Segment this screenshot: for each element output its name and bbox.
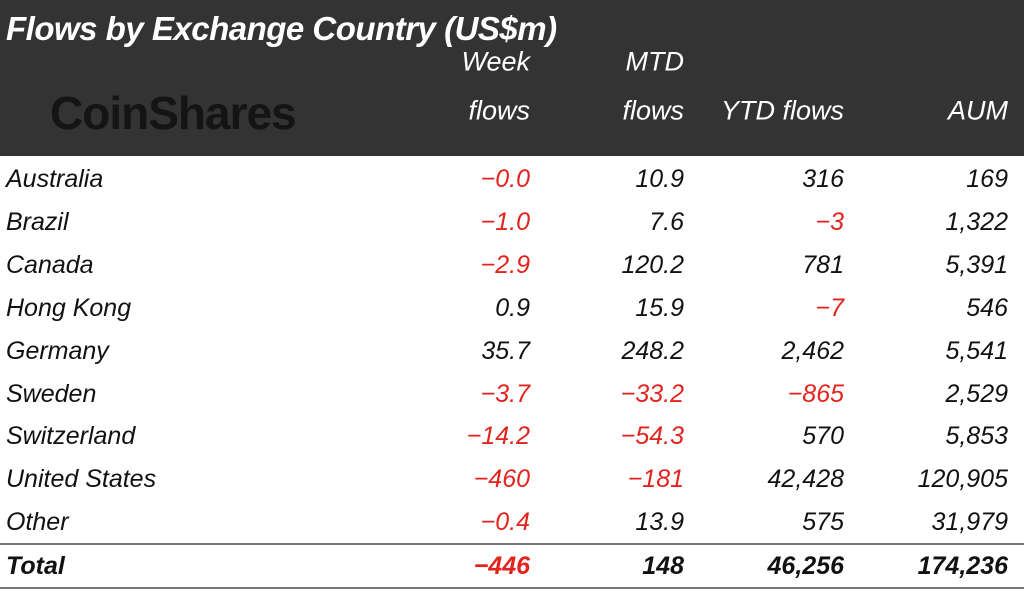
mtd-flows-cell: 120.2 bbox=[621, 250, 684, 279]
ytd-flows-cell: 46,256 bbox=[767, 552, 844, 580]
total-divider bbox=[0, 543, 1024, 545]
aum-cell: 31,979 bbox=[931, 508, 1008, 537]
table-row: Germany 35.7 248.2 2,462 5,541 bbox=[0, 330, 1024, 373]
week-flows-cell: 0.9 bbox=[495, 293, 530, 322]
table-row: Canada −2.9 120.2 781 5,391 bbox=[0, 244, 1024, 287]
table-row: United States −460 −181 42,428 120,905 bbox=[0, 458, 1024, 501]
mtd-flows-cell: −54.3 bbox=[620, 422, 684, 451]
bottom-border bbox=[0, 587, 1024, 589]
week-flows-cell: −14.2 bbox=[466, 422, 530, 451]
aum-cell: 174,236 bbox=[917, 552, 1008, 580]
table-row: Other −0.4 13.9 575 31,979 bbox=[0, 501, 1024, 544]
country-name: Canada bbox=[6, 250, 94, 279]
mtd-flows-cell: 248.2 bbox=[621, 336, 684, 365]
ytd-flows-cell: 781 bbox=[802, 250, 844, 279]
ytd-flows-cell: 316 bbox=[802, 165, 844, 193]
country-name: Brazil bbox=[6, 207, 69, 236]
week-flows-cell: −2.9 bbox=[480, 250, 530, 279]
ytd-flows-cell: 2,462 bbox=[781, 336, 844, 365]
mtd-flows-cell: 148 bbox=[642, 552, 684, 580]
week-flows-cell: −0.0 bbox=[480, 165, 530, 193]
aum-cell: 5,541 bbox=[945, 336, 1008, 365]
ytd-flows-cell: 570 bbox=[802, 422, 844, 451]
aum-cell: 5,391 bbox=[945, 250, 1008, 279]
country-name: Germany bbox=[6, 336, 109, 365]
country-name: Total bbox=[6, 552, 65, 580]
table-row: Brazil −1.0 7.6 −3 1,322 bbox=[0, 201, 1024, 244]
column-header-4-line2: AUM bbox=[948, 95, 1008, 126]
week-flows-cell: −446 bbox=[473, 552, 530, 580]
mtd-flows-cell: 13.9 bbox=[635, 508, 684, 537]
ytd-flows-cell: 575 bbox=[802, 508, 844, 537]
aum-cell: 169 bbox=[966, 165, 1008, 193]
week-flows-cell: −3.7 bbox=[480, 379, 530, 408]
table-row: Sweden −3.7 −33.2 −865 2,529 bbox=[0, 373, 1024, 416]
table-title: Flows by Exchange Country (US$m) bbox=[6, 10, 557, 47]
column-header-2-line2: flows bbox=[622, 95, 684, 126]
table-row: Hong Kong 0.9 15.9 −7 546 bbox=[0, 287, 1024, 330]
ytd-flows-cell: −865 bbox=[787, 379, 844, 408]
column-header-2-line1: MTD bbox=[625, 46, 684, 77]
column-header-1-line1: Week bbox=[461, 46, 530, 77]
ytd-flows-cell: −3 bbox=[815, 207, 844, 236]
mtd-flows-cell: −33.2 bbox=[620, 379, 684, 408]
mtd-flows-cell: 15.9 bbox=[635, 293, 684, 322]
aum-cell: 1,322 bbox=[945, 207, 1008, 236]
country-name: Other bbox=[6, 508, 69, 537]
week-flows-cell: −0.4 bbox=[480, 508, 530, 537]
table-header: Flows by Exchange Country (US$m) CoinSha… bbox=[0, 0, 1024, 156]
total-row: Total −446 148 46,256 174,236 bbox=[0, 545, 1024, 588]
ytd-flows-cell: 42,428 bbox=[767, 465, 844, 494]
mtd-flows-cell: −181 bbox=[627, 465, 684, 494]
aum-cell: 546 bbox=[966, 293, 1008, 322]
mtd-flows-cell: 10.9 bbox=[635, 165, 684, 193]
table-row: Australia −0.0 10.9 316 169 bbox=[0, 158, 1024, 201]
country-name: Switzerland bbox=[6, 422, 136, 451]
week-flows-cell: 35.7 bbox=[481, 336, 530, 365]
column-header-3-line2: YTD flows bbox=[720, 95, 844, 126]
coinshares-logo: CoinShares bbox=[50, 87, 297, 139]
country-name: Australia bbox=[6, 165, 104, 193]
week-flows-cell: −1.0 bbox=[480, 207, 530, 236]
aum-cell: 2,529 bbox=[945, 379, 1008, 408]
table-row: Switzerland −14.2 −54.3 570 5,853 bbox=[0, 415, 1024, 458]
country-name: United States bbox=[6, 465, 157, 494]
ytd-flows-cell: −7 bbox=[815, 293, 844, 322]
column-header-1-line2: flows bbox=[468, 95, 530, 126]
aum-cell: 120,905 bbox=[917, 465, 1008, 494]
country-name: Sweden bbox=[6, 379, 97, 408]
mtd-flows-cell: 7.6 bbox=[649, 207, 684, 236]
aum-cell: 5,853 bbox=[945, 422, 1008, 451]
week-flows-cell: −460 bbox=[473, 465, 530, 494]
country-name: Hong Kong bbox=[6, 293, 132, 322]
